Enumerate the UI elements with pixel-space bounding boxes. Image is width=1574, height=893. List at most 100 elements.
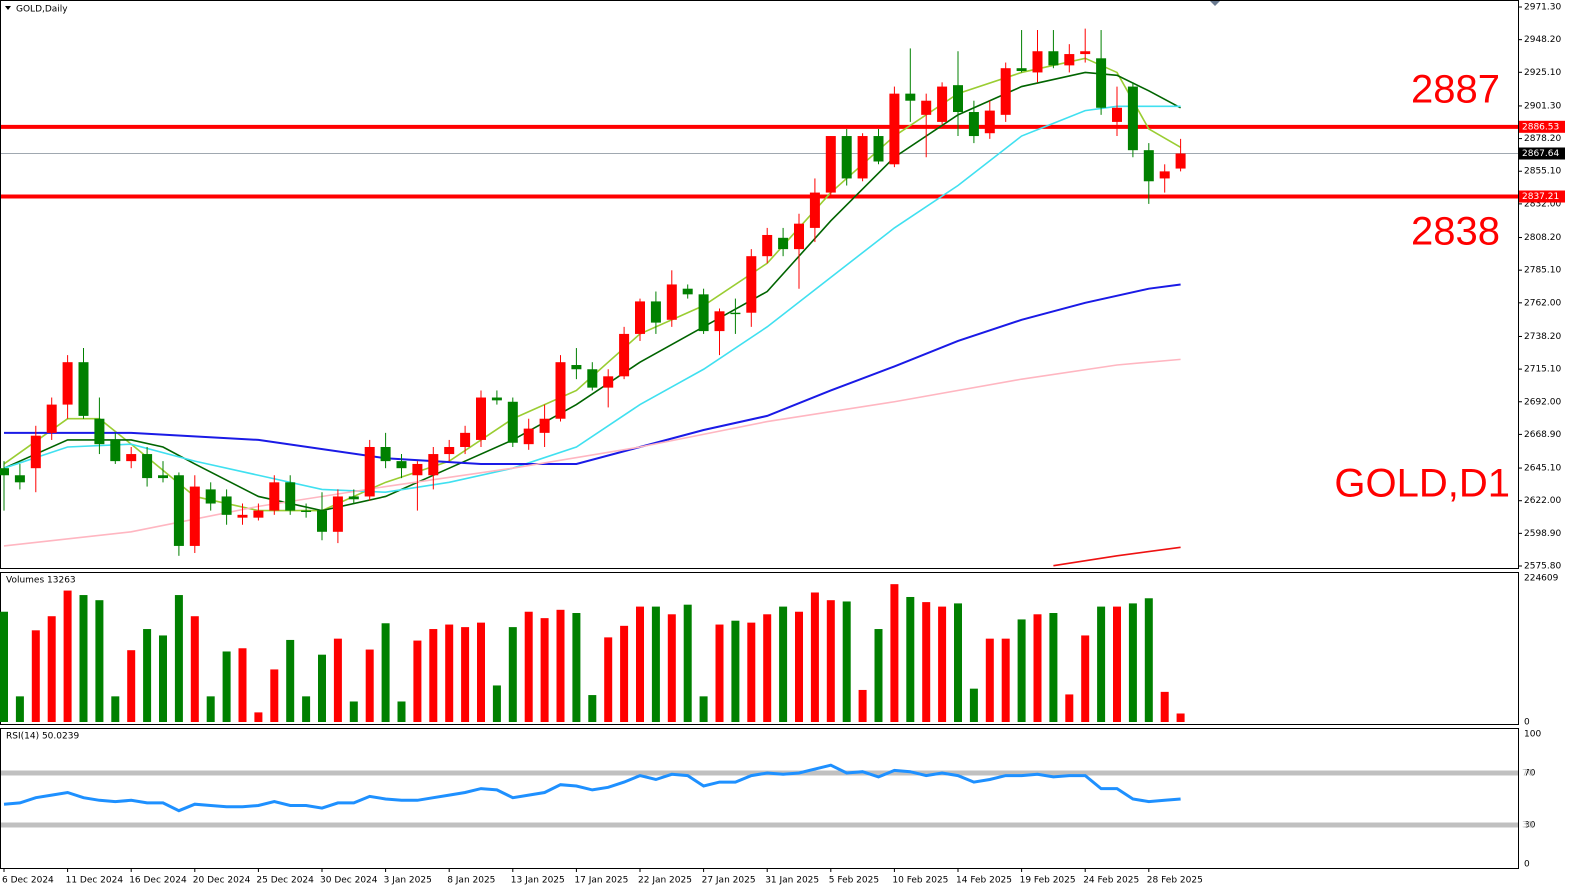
moving-average: [3, 71, 1181, 512]
shift-marker: [1210, 1, 1220, 6]
y-tick-label: 2948.20: [1524, 35, 1561, 45]
candle-body: [1048, 51, 1059, 66]
volume-bar: [159, 635, 167, 722]
volume-bar: [588, 695, 597, 722]
y-tick-label: 30: [1524, 821, 1536, 831]
volume-bar: [922, 602, 931, 722]
y-tick-label: 2878.20: [1524, 134, 1561, 144]
candle-body: [794, 223, 804, 250]
level-label: 2837.21: [1522, 192, 1559, 202]
candle-body: [1032, 51, 1043, 73]
rsi-level-label: 30: [1522, 821, 1534, 831]
candle-body: [380, 446, 391, 462]
y-tick-label: 2598.90: [1524, 529, 1561, 539]
x-tick-label: 11 Dec 2024: [66, 876, 124, 886]
candle-body: [78, 362, 89, 416]
volume-bar: [302, 696, 311, 722]
volume-bar: [731, 620, 740, 722]
candle-body: [476, 397, 486, 440]
moving-average: [1053, 546, 1181, 567]
volume-bar: [270, 669, 279, 722]
volume-bar: [1065, 694, 1074, 722]
level-box: [1519, 190, 1565, 203]
candle-body: [984, 110, 995, 134]
volume-bar: [63, 590, 72, 722]
x-tick-label: 14 Feb 2025: [956, 876, 1012, 886]
level-box: [1519, 120, 1565, 133]
moving-average: [3, 105, 1181, 494]
rsi-level-label: 70: [1522, 769, 1534, 779]
candle-body: [126, 454, 137, 462]
x-tick-label: 22 Jan 2025: [638, 876, 692, 886]
candle-body: [650, 301, 661, 323]
candle-body: [110, 439, 121, 462]
y-tick-label: 2925.10: [1524, 68, 1561, 78]
candle-body: [1080, 51, 1091, 55]
candle-body: [396, 461, 407, 469]
y-tick-label: 2738.20: [1524, 332, 1561, 342]
volume-bar: [365, 649, 374, 722]
x-tick-label: 10 Feb 2025: [892, 876, 948, 886]
candle-body: [1175, 153, 1186, 169]
volume-bar: [540, 618, 549, 722]
candle-body: [269, 482, 280, 511]
volume-bar: [1033, 614, 1042, 722]
y-tick-label: 2971.30: [1524, 3, 1561, 13]
candle-body: [1016, 68, 1027, 72]
y-tick-label: 100: [1524, 730, 1541, 740]
volume-bar: [254, 712, 263, 722]
candle-body: [14, 475, 25, 483]
candle-body: [189, 486, 200, 546]
x-tick-label: 17 Jan 2025: [574, 876, 628, 886]
volume-bar: [1128, 603, 1137, 722]
candle-body: [555, 362, 566, 419]
candle-body: [889, 93, 900, 165]
menu-arrow: [5, 6, 11, 10]
volume-bar: [79, 595, 88, 722]
volume-bar: [572, 613, 581, 722]
volume-bar: [318, 654, 326, 722]
volume-bar: [222, 651, 231, 722]
volume-bar: [524, 611, 533, 722]
volume-bar: [556, 609, 565, 722]
candle-body: [968, 112, 979, 137]
candle-body: [682, 288, 693, 295]
volume-bar: [206, 696, 215, 722]
candle-body: [1000, 68, 1011, 115]
candle-body: [603, 376, 614, 388]
candle-body: [905, 93, 916, 101]
volume-bar: [763, 614, 772, 722]
volume-bar: [906, 596, 915, 722]
volume-bar: [333, 638, 342, 722]
volume-bar: [1113, 606, 1121, 722]
y-tick-label: 2645.10: [1524, 464, 1561, 474]
y-tick-label: 2575.80: [1524, 562, 1561, 572]
annotation: GOLD,D1: [1334, 462, 1510, 506]
rsi-panel: [0, 728, 1519, 869]
current-price-box: [1519, 147, 1565, 160]
volume-bar: [779, 606, 788, 722]
candle-body: [507, 401, 518, 443]
candle-body: [94, 418, 105, 445]
x-tick-label: 20 Dec 2024: [193, 876, 251, 886]
candle-body: [30, 435, 41, 469]
volume-bar: [985, 638, 994, 722]
volume-bar: [397, 701, 406, 722]
chart-title: GOLD,Daily: [16, 5, 68, 15]
y-tick-label: 0: [1524, 718, 1530, 728]
candle-body: [1159, 171, 1170, 179]
candle-body: [1096, 58, 1107, 108]
candle-body: [62, 362, 73, 405]
candle-body: [778, 237, 789, 250]
volume-bar: [636, 606, 644, 722]
x-tick-label: 31 Jan 2025: [765, 876, 819, 886]
volume-bar: [238, 648, 247, 722]
candle-body: [205, 489, 216, 504]
volume-bar: [1017, 619, 1026, 722]
candle-body: [0, 468, 9, 476]
candle-body: [587, 369, 598, 388]
candle-body: [921, 100, 932, 115]
volume-bar: [381, 623, 390, 722]
candle-body: [491, 397, 502, 401]
